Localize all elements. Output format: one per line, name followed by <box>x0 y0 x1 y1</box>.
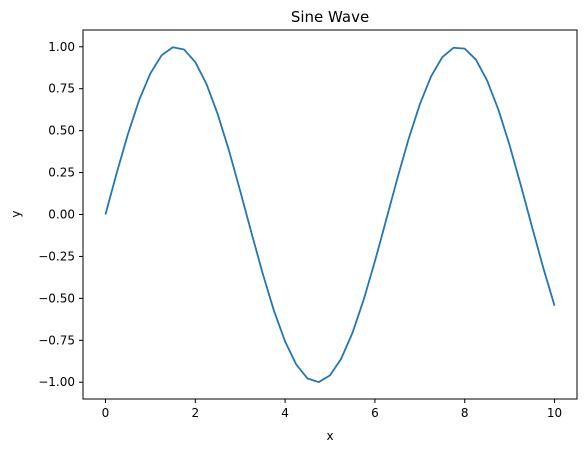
x-tick-label: 6 <box>371 406 379 420</box>
sine-series-line <box>104 46 556 383</box>
x-tick-label: 10 <box>547 406 562 420</box>
ticks-layer: 0 2 4 6 8 10 1.00 0.75 0.50 0.25 0.00 −0.25 −0.50 −0.… <box>38 40 562 420</box>
x-tick-label: 8 <box>461 406 469 420</box>
x-tick-label: 0 <box>102 406 110 420</box>
y-tick-label: 0.50 <box>48 124 75 138</box>
x-tick-label: 4 <box>281 406 289 420</box>
plot-frame <box>82 29 578 400</box>
y-tick-label: −0.25 <box>38 249 75 263</box>
y-tick-label: 0.00 <box>48 208 75 222</box>
y-tick-label: 0.25 <box>48 166 75 180</box>
y-tick-label: −0.75 <box>38 333 75 347</box>
y-axis-label: y <box>9 210 23 217</box>
y-tick-label: −1.00 <box>38 375 75 389</box>
series-layer <box>104 46 556 383</box>
y-tick-label: 1.00 <box>48 40 75 54</box>
y-tick-label: 0.75 <box>48 82 75 96</box>
x-tick-label: 2 <box>191 406 199 420</box>
x-axis-label: x <box>326 429 333 443</box>
plot-area <box>83 30 577 399</box>
y-tick-label: −0.50 <box>38 291 75 305</box>
chart-title: Sine Wave <box>291 8 369 26</box>
